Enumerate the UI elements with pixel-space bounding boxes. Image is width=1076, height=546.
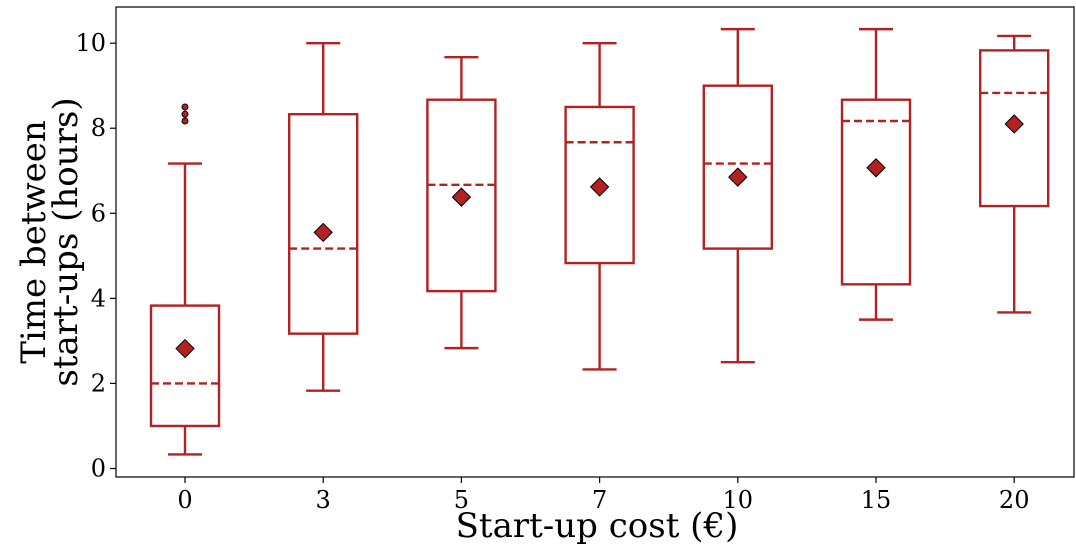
x-tick-label: 10 <box>723 486 754 514</box>
outlier-point <box>181 117 189 125</box>
iqr-box <box>702 84 773 250</box>
iqr-box <box>840 98 912 286</box>
mean-marker <box>313 222 333 243</box>
box-group-5 <box>426 55 497 350</box>
boxes-layer <box>149 27 1050 456</box>
iqr-box <box>979 49 1050 208</box>
box-group-20 <box>979 34 1050 314</box>
outlier-point <box>181 103 189 111</box>
y-tick-label: 10 <box>75 29 106 57</box>
x-tick-label: 15 <box>861 486 892 514</box>
y-axis-label-line-2: start-ups (hours) <box>46 97 86 386</box>
y-tick-label: 8 <box>91 114 106 142</box>
mean-marker <box>451 187 472 207</box>
mean-marker <box>866 158 886 178</box>
mean-marker <box>1004 114 1024 134</box>
mean-marker <box>589 177 610 197</box>
x-tick-label: 3 <box>316 486 331 514</box>
box-group-15 <box>840 27 912 321</box>
y-tick-label: 6 <box>91 199 106 227</box>
iqr-box <box>564 105 635 265</box>
box-group-0 <box>149 103 221 456</box>
iqr-box <box>288 112 359 335</box>
iqr-box <box>426 98 497 293</box>
mean-marker <box>175 338 195 359</box>
outlier-point <box>181 110 189 118</box>
y-tick-label: 2 <box>91 369 106 397</box>
x-tick-label: 20 <box>999 486 1030 514</box>
y-tick-label: 0 <box>91 454 106 482</box>
x-axis-label: Start-up cost (€) <box>456 506 739 546</box>
box-group-7 <box>564 41 635 371</box>
y-tick-label: 4 <box>91 284 106 312</box>
mean-marker <box>728 167 748 187</box>
ticks-layer: 0 2 4 6 8 10 0 3 5 7 10 15 20 <box>75 29 1029 514</box>
iqr-box <box>149 304 221 428</box>
x-tick-label: 5 <box>454 486 469 514</box>
box-group-3 <box>288 41 359 392</box>
y-axis-label-line-1: Time between <box>14 120 54 364</box>
box-group-10 <box>702 27 773 364</box>
plot-frame <box>115 6 1075 478</box>
x-tick-label: 0 <box>177 486 192 514</box>
x-tick-label: 7 <box>592 486 607 514</box>
